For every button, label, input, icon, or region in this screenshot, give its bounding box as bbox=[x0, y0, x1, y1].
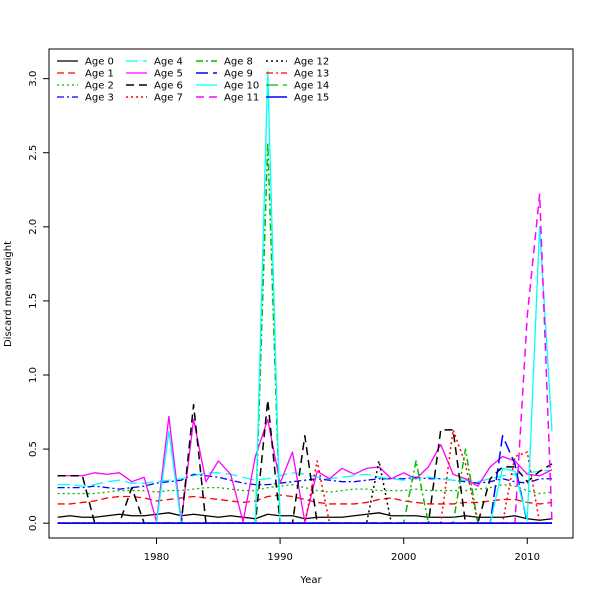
legend-label: Age 2 bbox=[85, 81, 114, 92]
legend-label: Age 12 bbox=[294, 57, 329, 68]
x-axis: 1980 1990 2000 2010 bbox=[144, 538, 540, 563]
y-tick-label: 2.5 bbox=[28, 145, 39, 161]
legend-label: Age 15 bbox=[294, 93, 329, 104]
series-layer bbox=[57, 70, 553, 524]
y-tick-label: 0.5 bbox=[28, 441, 39, 457]
y-tick-label: 1.5 bbox=[28, 293, 39, 309]
legend-label: Age 5 bbox=[154, 69, 183, 80]
legend-label: Age 8 bbox=[224, 57, 253, 68]
series-line-age-1 bbox=[57, 494, 553, 505]
legend-label: Age 4 bbox=[154, 57, 183, 68]
x-tick-label: 1980 bbox=[144, 552, 169, 563]
y-tick-label: 0.0 bbox=[28, 515, 39, 531]
series-line-age-5 bbox=[57, 415, 553, 523]
legend-label: Age 1 bbox=[85, 69, 114, 80]
legend-label: Age 7 bbox=[154, 93, 183, 104]
legend-label: Age 13 bbox=[294, 69, 329, 80]
y-axis-label: Discard mean weight bbox=[3, 241, 14, 347]
legend-label: Age 0 bbox=[85, 57, 114, 68]
y-tick-label: 1.0 bbox=[28, 367, 39, 383]
legend-label: Age 6 bbox=[154, 81, 183, 92]
legend-label: Age 10 bbox=[224, 81, 259, 92]
legend-label: Age 11 bbox=[224, 93, 259, 104]
y-tick-label: 3.0 bbox=[28, 71, 39, 87]
y-tick-label: 2.0 bbox=[28, 219, 39, 235]
legend-label: Age 9 bbox=[224, 69, 253, 80]
y-axis: 0.0 0.5 1.0 1.5 2.0 2.5 3.0 bbox=[28, 71, 49, 531]
series-line-age-10 bbox=[57, 70, 553, 524]
series-line-age-8 bbox=[57, 141, 552, 524]
x-tick-label: 1990 bbox=[267, 552, 292, 563]
series-line-age-6 bbox=[57, 399, 553, 524]
legend-label: Age 3 bbox=[85, 93, 114, 104]
x-axis-label: Year bbox=[299, 575, 322, 586]
legend-label: Age 14 bbox=[294, 81, 329, 92]
series-line-age-9 bbox=[57, 435, 552, 524]
x-tick-label: 2010 bbox=[515, 552, 540, 563]
x-tick-label: 2000 bbox=[391, 552, 416, 563]
series-line-age-12 bbox=[57, 460, 552, 524]
series-line-age-3 bbox=[57, 473, 552, 490]
plot-frame bbox=[48, 48, 574, 539]
series-line-age-7 bbox=[57, 429, 552, 524]
series-line-age-11 bbox=[57, 193, 553, 524]
